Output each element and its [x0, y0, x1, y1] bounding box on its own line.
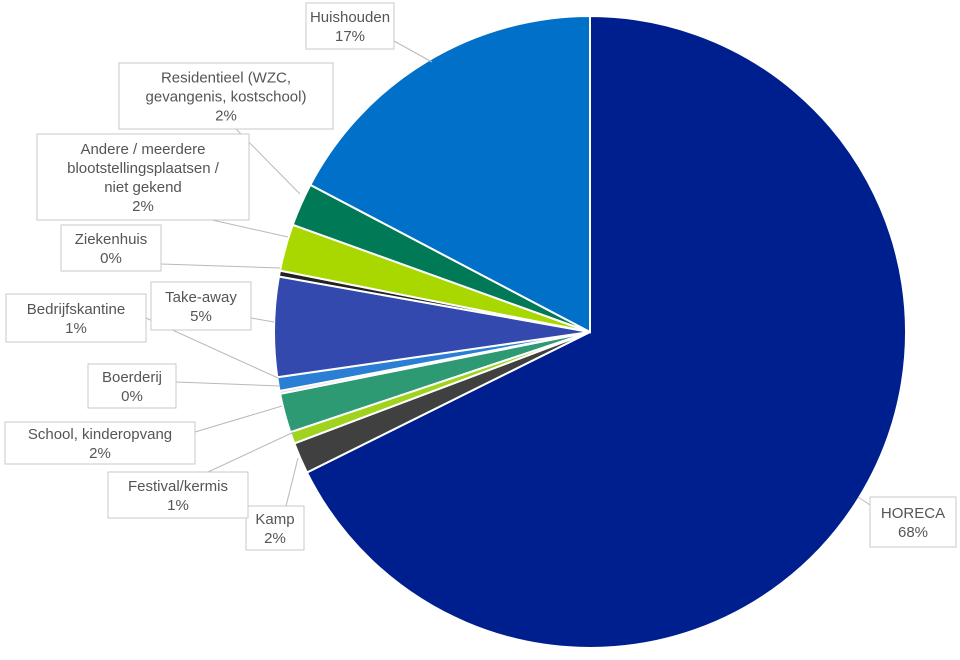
slice-value: 5% [190, 308, 212, 325]
leader-line-boerderij [175, 381, 281, 387]
label-box [87, 363, 177, 409]
leader-line-school-kinderopvang [194, 405, 283, 433]
slice-label-school-kinderopvang: School, kinderopvang 2% [4, 421, 196, 465]
slice-name: Residentieel (WZC, gevangenis, kostschool… [146, 70, 307, 106]
leader-line-kamp [285, 457, 299, 507]
pie-slice-huishouden [308, 14, 591, 334]
slice-labels: HORECA 68% Kamp 2% Festival/kermis 1% School, … [4, 2, 957, 551]
slice-label-bedrijfskantine: Bedrijfskantine 1% [5, 293, 147, 343]
leader-lines [145, 40, 871, 507]
slice-label-take-away: Take-away 5% [150, 281, 252, 331]
leader-line-festival-kermis [207, 431, 295, 473]
label-box [5, 293, 147, 343]
slice-value: 0% [121, 388, 143, 405]
pie-slice-horeca [305, 14, 907, 649]
slice-label-boerderij: Boerderij 0% [87, 363, 177, 409]
leader-line-huishouden [393, 40, 433, 63]
slice-value: 1% [167, 497, 189, 514]
leader-line-take-away [250, 317, 275, 323]
slice-label-residentieel-wzc-gevangenis-kostschool: Residentieel (WZC, gevangenis, kostschool… [118, 62, 334, 130]
slice-value: 2% [132, 198, 154, 215]
slice-name: Bedrijfskantine [27, 301, 125, 318]
slice-label-ziekenhuis: Ziekenhuis 0% [60, 224, 162, 272]
label-box [107, 471, 249, 519]
label-box [118, 62, 334, 130]
label-box [4, 421, 196, 465]
slice-label-festival-kermis: Festival/kermis 1% [107, 471, 249, 519]
label-box [305, 2, 395, 50]
slice-name: School, kinderopvang [28, 426, 172, 443]
slice-value: 2% [89, 445, 111, 462]
label-box [150, 281, 252, 331]
slice-label-huishouden: Huishouden 17% [305, 2, 395, 50]
leader-line-horeca [857, 496, 871, 506]
pie-slices [273, 14, 907, 649]
slice-value: 0% [100, 250, 122, 267]
label-box [869, 496, 957, 548]
label-box [60, 224, 162, 272]
slice-name: Festival/kermis [128, 478, 228, 495]
slice-name: Take-away [165, 289, 237, 306]
slice-value: 2% [215, 108, 237, 125]
slice-name: Kamp [255, 511, 294, 528]
leader-line-ziekenhuis [160, 263, 281, 269]
slice-name: Boerderij [102, 369, 162, 386]
slice-value: 1% [65, 320, 87, 337]
slice-value: 2% [264, 530, 286, 547]
slice-name: Ziekenhuis [75, 231, 148, 248]
slice-name: Andere / meerdere blootstellingsplaatsen … [67, 141, 220, 196]
slice-name: Huishouden [310, 9, 390, 26]
slice-name: HORECA [881, 505, 945, 522]
slice-label-horeca: HORECA 68% [869, 496, 957, 548]
slice-value: 68% [898, 524, 928, 541]
slice-label-kamp: Kamp 2% [245, 505, 305, 551]
slice-label-andere-meerdere-blootstellingsplaatsen-niet-gekend: Andere / meerdere blootstellingsplaatsen … [36, 133, 250, 221]
slice-value: 17% [335, 28, 365, 45]
leader-line-andere-meerdere-blootstellingsplaatsen-niet-gekend [211, 219, 289, 238]
label-box [245, 505, 305, 551]
label-box [36, 133, 250, 221]
